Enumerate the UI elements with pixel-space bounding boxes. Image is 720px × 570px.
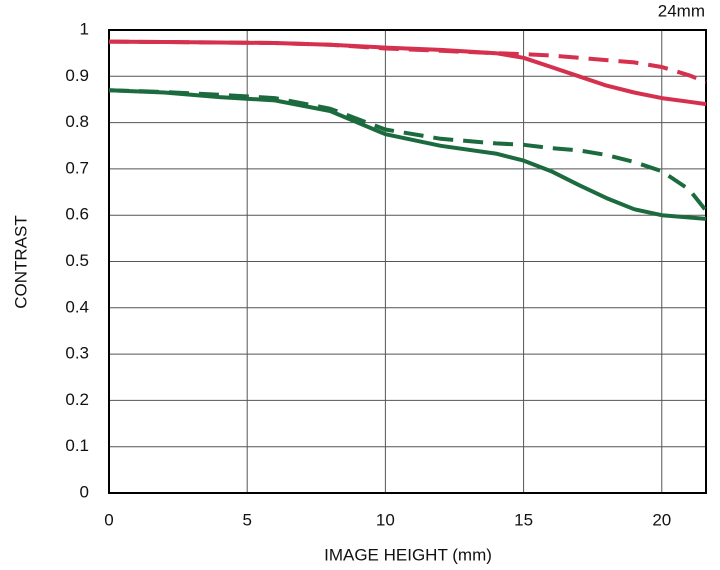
line-series xyxy=(108,88,707,221)
y-tick-label: 0.7 xyxy=(65,158,89,177)
x-tick-label: 5 xyxy=(242,510,251,529)
y-tick-label: 0.2 xyxy=(65,390,89,409)
x-tick-label: 0 xyxy=(104,510,113,529)
y-tick-label: 0.6 xyxy=(65,205,89,224)
x-tick-label: 10 xyxy=(376,510,395,529)
x-tick-label: 20 xyxy=(652,510,671,529)
y-tick-label: 0.9 xyxy=(65,66,89,85)
y-tick-label: 0.4 xyxy=(65,297,89,316)
y-axis-label: CONTRAST xyxy=(11,215,30,309)
y-tick-label: 0.3 xyxy=(65,344,89,363)
x-tick-label: 15 xyxy=(514,510,533,529)
plot-frame xyxy=(108,29,707,494)
y-tick-label: 0.5 xyxy=(65,251,89,270)
y-tick-label: 0 xyxy=(80,482,89,501)
y-tick-label: 1 xyxy=(80,19,89,38)
line-series xyxy=(108,88,708,212)
y-tick-label: 0.8 xyxy=(65,112,89,131)
chart-title: 24mm xyxy=(658,1,705,20)
y-tick-label: 0.1 xyxy=(65,436,89,455)
line-series xyxy=(108,39,707,84)
x-axis-label: IMAGE HEIGHT (mm) xyxy=(324,545,492,564)
